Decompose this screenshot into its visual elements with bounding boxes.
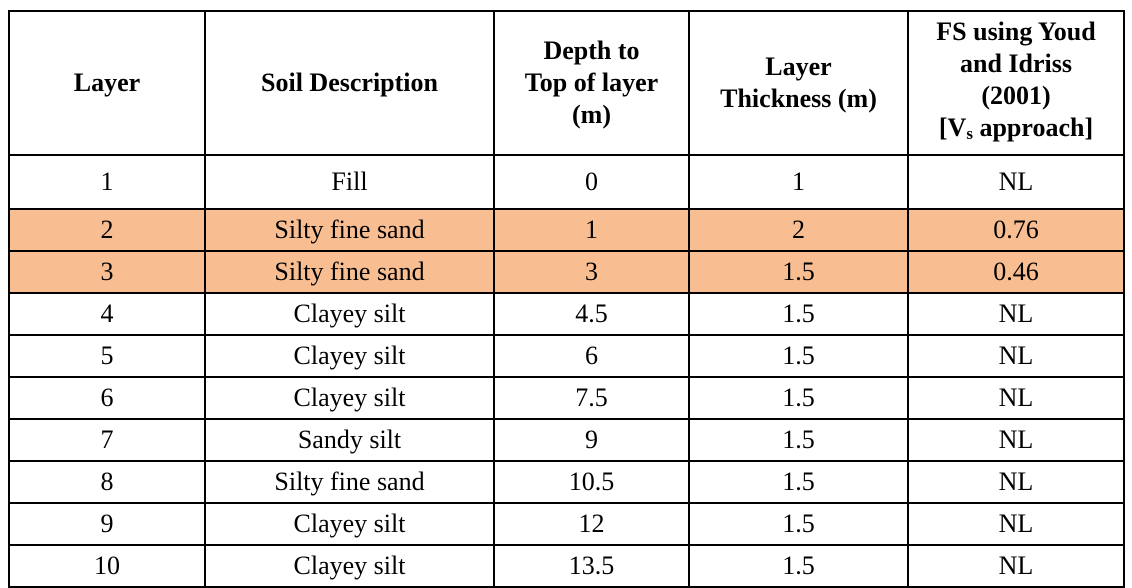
table-header: Layer Soil Description Depth to Top of l… [8, 10, 1125, 156]
header-soil-description-text: Soil Description [261, 68, 438, 97]
cell-layer: 6 [8, 376, 206, 420]
header-depth: Depth to Top of layer (m) [493, 10, 690, 156]
cell-layer: 7 [8, 418, 206, 462]
cell-thickness: 1.5 [688, 376, 909, 420]
cell-layer: 5 [8, 334, 206, 378]
cell-layer: 4 [8, 292, 206, 336]
cell-thickness: 1.5 [688, 544, 909, 588]
cell-fs: 0.76 [907, 208, 1125, 252]
header-fs-line2: and Idriss [960, 49, 1072, 78]
cell-thickness: 1.5 [688, 250, 909, 294]
table-row: 4 Clayey silt 4.5 1.5 NL [8, 292, 1125, 336]
table-row: 8 Silty fine sand 10.5 1.5 NL [8, 460, 1125, 504]
table-row: 6 Clayey silt 7.5 1.5 NL [8, 376, 1125, 420]
header-fs-line4-prefix: [V [938, 113, 967, 142]
header-fs: FS using Youd and Idriss (2001) [Vs appr… [907, 10, 1125, 156]
header-soil-description: Soil Description [204, 10, 495, 156]
header-layer-text: Layer [73, 68, 141, 97]
cell-thickness: 1.5 [688, 418, 909, 462]
cell-layer: 10 [8, 544, 206, 588]
header-fs-line4-suffix: approach] [972, 113, 1094, 142]
header-row: Layer Soil Description Depth to Top of l… [8, 10, 1125, 156]
header-fs-line3: (2001) [981, 81, 1051, 110]
cell-depth: 7.5 [493, 376, 690, 420]
header-thickness-line1: Layer [765, 52, 832, 81]
cell-thickness: 1.5 [688, 460, 909, 504]
cell-soil-description: Clayey silt [204, 292, 495, 336]
cell-soil-description: Silty fine sand [204, 250, 495, 294]
cell-fs: 0.46 [907, 250, 1125, 294]
table-row: 9 Clayey silt 12 1.5 NL [8, 502, 1125, 546]
table-body: 1 Fill 0 1 NL 2 Silty fine sand 1 2 0.76 3 Silty fi… [8, 154, 1125, 588]
cell-fs: NL [907, 460, 1125, 504]
cell-fs: NL [907, 376, 1125, 420]
cell-fs: NL [907, 292, 1125, 336]
soil-layer-table: Layer Soil Description Depth to Top of l… [8, 10, 1125, 588]
table-row: 10 Clayey silt 13.5 1.5 NL [8, 544, 1125, 588]
header-depth-line2: Top of layer [524, 68, 659, 97]
cell-fs: NL [907, 418, 1125, 462]
header-layer: Layer [8, 10, 206, 156]
cell-layer: 9 [8, 502, 206, 546]
cell-soil-description: Clayey silt [204, 544, 495, 588]
cell-depth: 13.5 [493, 544, 690, 588]
cell-depth: 9 [493, 418, 690, 462]
cell-thickness: 2 [688, 208, 909, 252]
cell-layer: 1 [8, 154, 206, 210]
cell-soil-description: Silty fine sand [204, 460, 495, 504]
cell-depth: 10.5 [493, 460, 690, 504]
header-depth-line1: Depth to [543, 36, 640, 65]
cell-layer: 8 [8, 460, 206, 504]
cell-depth: 0 [493, 154, 690, 210]
cell-layer: 3 [8, 250, 206, 294]
cell-fs: NL [907, 154, 1125, 210]
cell-soil-description: Clayey silt [204, 334, 495, 378]
cell-depth: 6 [493, 334, 690, 378]
cell-depth: 3 [493, 250, 690, 294]
header-fs-line4-subscript: s [966, 124, 973, 143]
cell-depth: 12 [493, 502, 690, 546]
table-row: 3 Silty fine sand 3 1.5 0.46 [8, 250, 1125, 294]
cell-depth: 4.5 [493, 292, 690, 336]
header-thickness-line2: Thickness (m) [720, 84, 877, 113]
cell-fs: NL [907, 502, 1125, 546]
cell-soil-description: Clayey silt [204, 376, 495, 420]
table-row: 1 Fill 0 1 NL [8, 154, 1125, 210]
header-depth-line3: (m) [572, 100, 611, 129]
cell-fs: NL [907, 334, 1125, 378]
header-fs-line1: FS using Youd [936, 17, 1096, 46]
cell-fs: NL [907, 544, 1125, 588]
cell-thickness: 1 [688, 154, 909, 210]
cell-layer: 2 [8, 208, 206, 252]
cell-soil-description: Silty fine sand [204, 208, 495, 252]
header-thickness: Layer Thickness (m) [688, 10, 909, 156]
cell-soil-description: Clayey silt [204, 502, 495, 546]
header-fs-line4: [Vs approach] [938, 113, 1094, 143]
cell-thickness: 1.5 [688, 502, 909, 546]
cell-depth: 1 [493, 208, 690, 252]
table-row: 5 Clayey silt 6 1.5 NL [8, 334, 1125, 378]
cell-soil-description: Fill [204, 154, 495, 210]
cell-soil-description: Sandy silt [204, 418, 495, 462]
cell-thickness: 1.5 [688, 334, 909, 378]
cell-thickness: 1.5 [688, 292, 909, 336]
table-row: 7 Sandy silt 9 1.5 NL [8, 418, 1125, 462]
table-row: 2 Silty fine sand 1 2 0.76 [8, 208, 1125, 252]
